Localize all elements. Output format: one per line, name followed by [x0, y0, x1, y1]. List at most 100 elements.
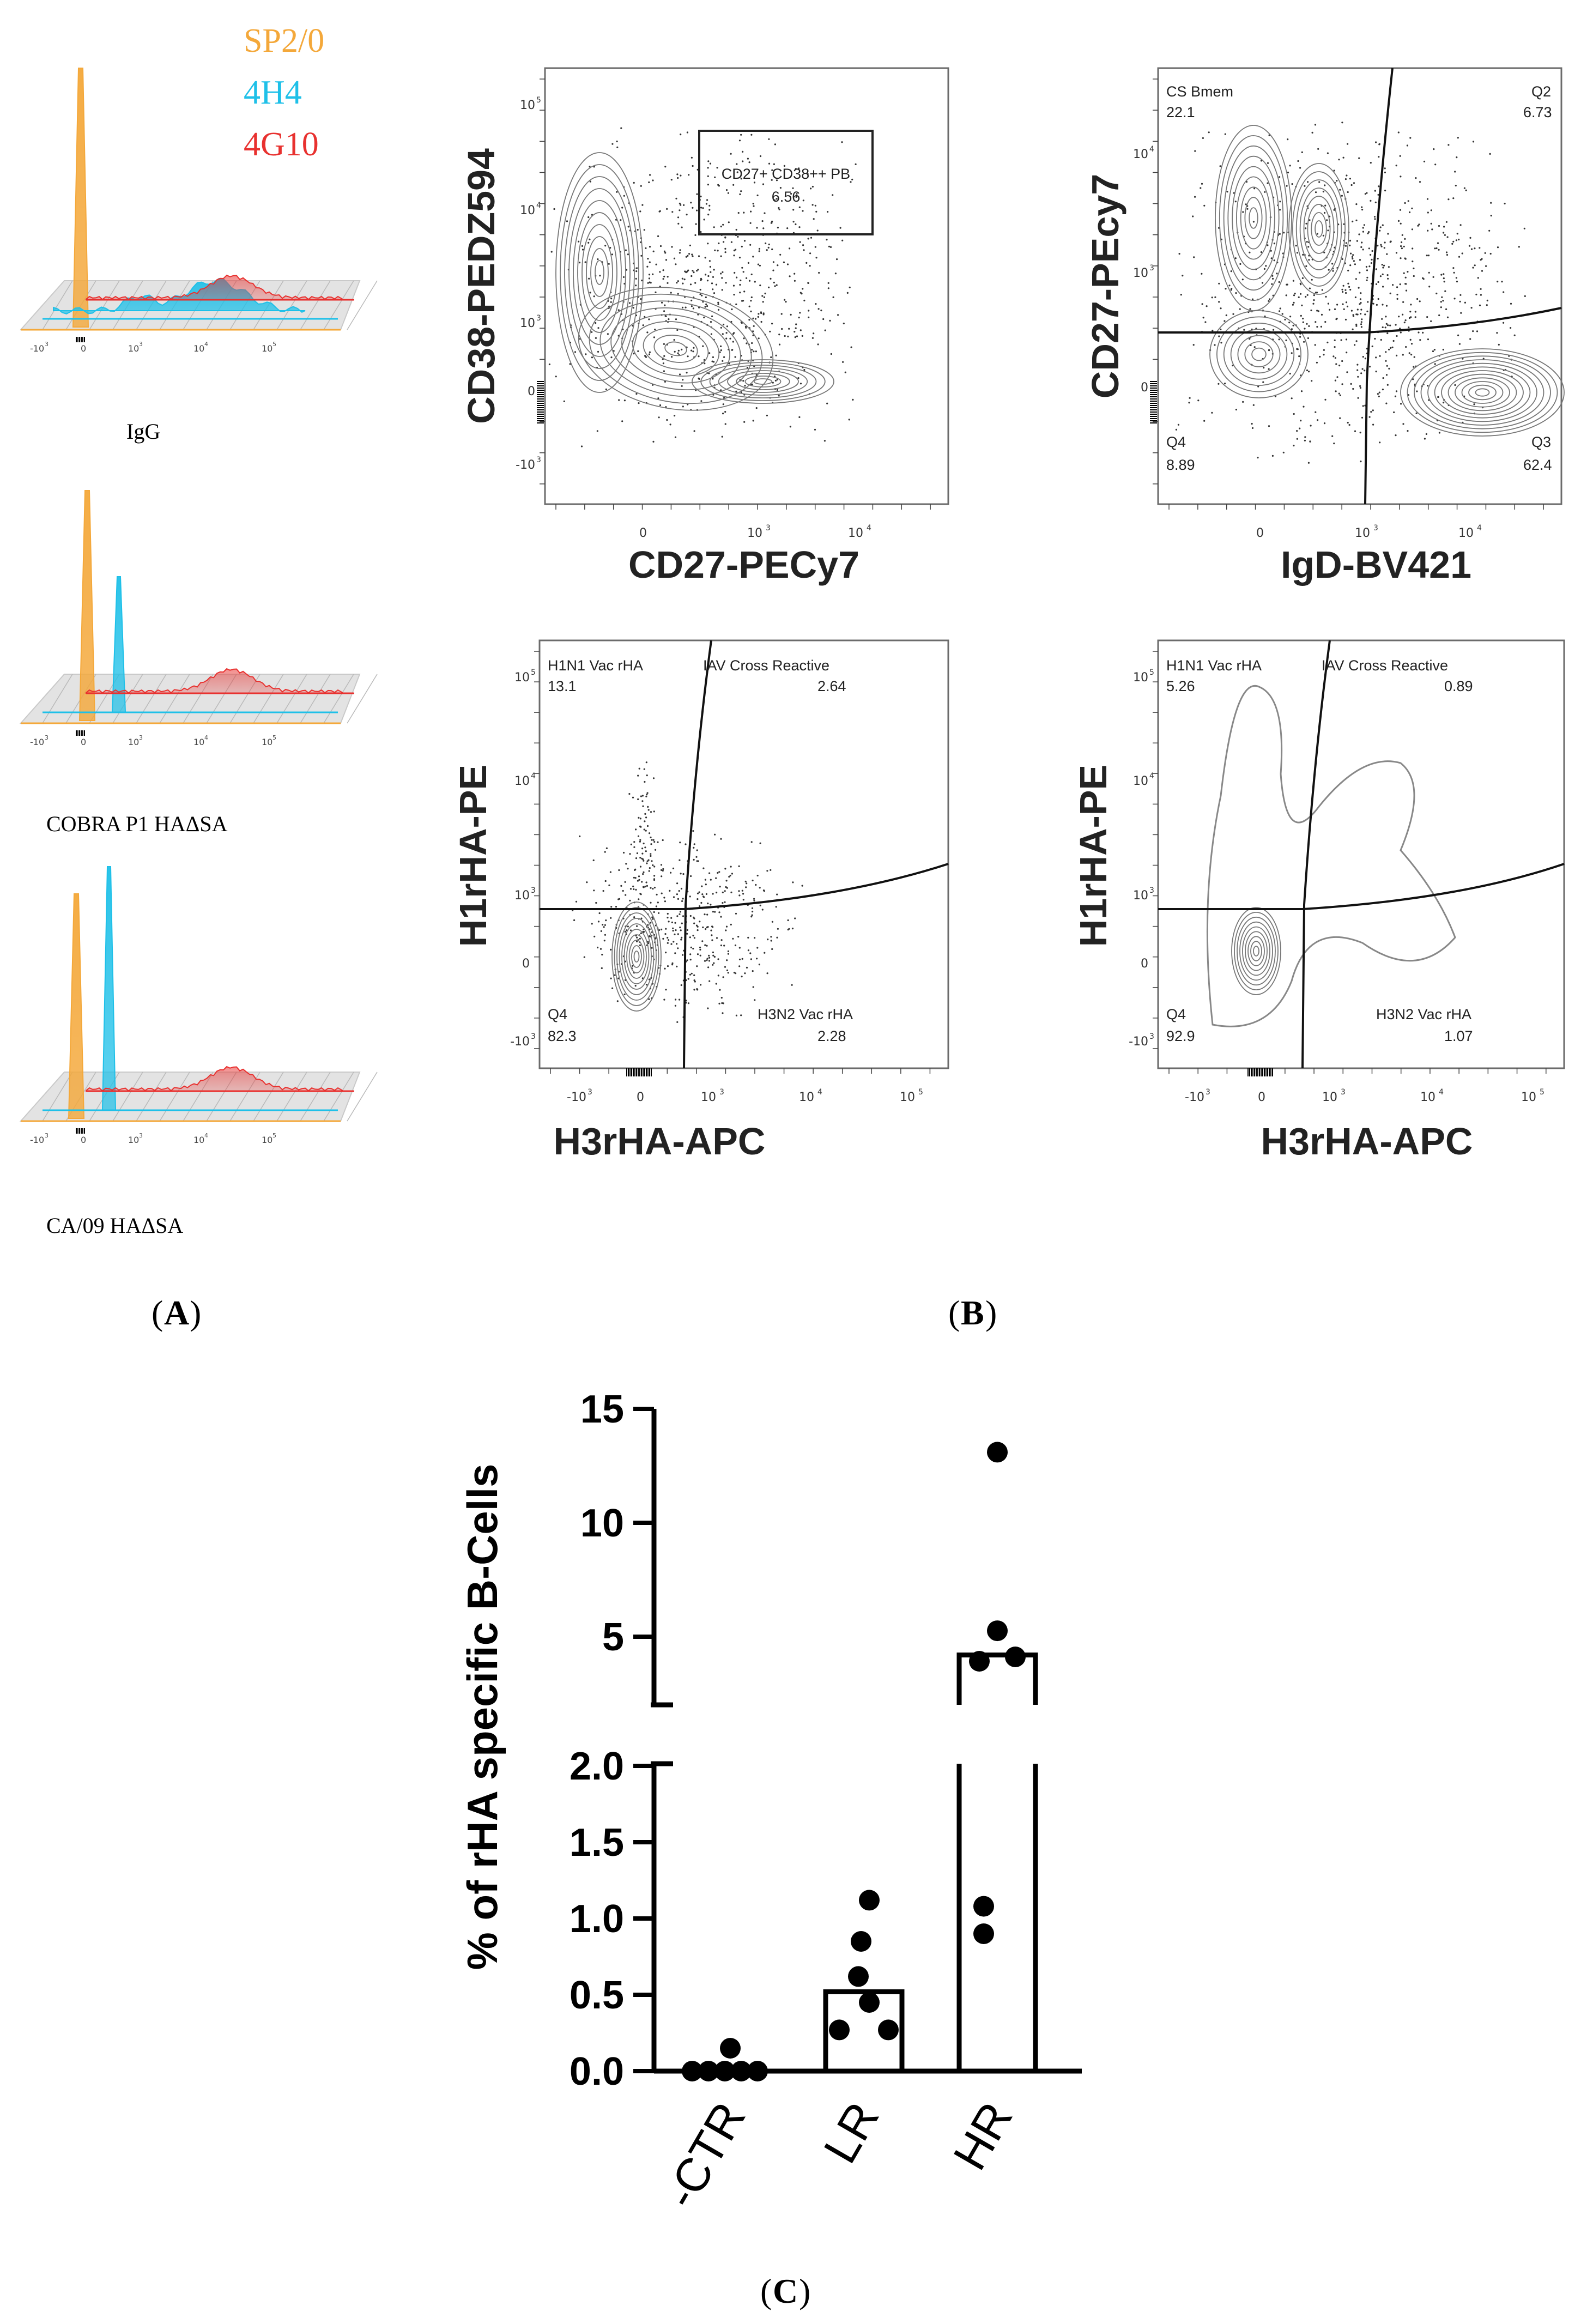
flow-plot-1-dot	[677, 280, 679, 282]
histogram-tick: 10	[262, 343, 272, 354]
flow-plot-2-contour	[1251, 347, 1267, 361]
flow-plot-1-dot	[589, 292, 591, 294]
flow-plot-3-dot	[682, 873, 685, 875]
flow-plot-3-dot	[663, 998, 665, 1001]
flow-plot-1-dot	[795, 327, 797, 329]
flow-plot-1-dot	[667, 276, 669, 278]
flow-plot-3-dot	[653, 878, 656, 880]
flow-plot-2-dot	[1498, 343, 1500, 346]
flow-plot-3-dot	[636, 852, 638, 855]
panel-b: 0 10 3 10 410 510 410 30-10 3 CD27+ CD38++ PB 6.…	[452, 67, 1565, 1332]
flow-plot-3-dot	[651, 839, 653, 841]
flow-plot-1-dot	[677, 349, 680, 352]
histogram-gridline	[300, 280, 331, 330]
flow-plot-1-dot	[809, 265, 811, 267]
data-point-hr	[987, 1442, 1008, 1463]
flow-plot-3-dot	[716, 937, 718, 939]
flow-plot-2-dot	[1308, 325, 1310, 328]
flow-ytick-exp: 3	[1149, 264, 1154, 273]
flow-plot-1-dot	[814, 204, 816, 207]
flow-plot-2-dot	[1396, 354, 1398, 357]
flow-plot-2-dot	[1310, 309, 1312, 312]
flow-plot-3-dot	[754, 937, 756, 939]
flow-plot-1-dot	[776, 198, 778, 200]
histogram-gridline	[136, 1072, 167, 1122]
flow-plot-3-dot	[604, 924, 606, 926]
flow-plot-1-dot	[813, 218, 815, 220]
flow-plot-1-dot	[677, 293, 679, 295]
flow-plot-1-dot	[620, 219, 622, 221]
flow-plot-2-dot	[1364, 193, 1366, 195]
flow-plot-1-dot	[775, 354, 777, 356]
flow-plot-1-dot	[566, 220, 568, 222]
flow-plot-2-dot	[1395, 165, 1397, 167]
flow-plot-2-dot	[1288, 322, 1291, 324]
flow-plot-1-contour	[564, 176, 635, 369]
flow-plot-3-dot	[670, 917, 673, 919]
flow-plot-2-dot	[1297, 160, 1299, 162]
flow-plot-1-contour	[718, 367, 808, 396]
flow-plot-1-dot	[712, 276, 714, 278]
flow-plot-3-dot	[664, 933, 667, 935]
histogram-gridline	[253, 1072, 284, 1122]
flow-plot-3-dot	[720, 916, 722, 918]
flow-plot-1-dot	[722, 360, 724, 362]
flow-plot-1-dot	[725, 332, 728, 334]
flow-plot-3-dot	[710, 879, 712, 881]
flow-plot-2-dot	[1267, 182, 1269, 184]
flow-xtick-exp: 3	[766, 524, 771, 532]
flow-plot-2-dot	[1364, 370, 1366, 372]
histogram-tick: 0	[81, 737, 86, 747]
flow-plot-2-dot	[1194, 196, 1196, 198]
flow-plot-2-dot	[1192, 215, 1194, 217]
flow-plot-1-dot	[827, 211, 829, 213]
flow-plot-1-dot	[706, 199, 708, 201]
flow-plot-2-dot	[1189, 397, 1191, 399]
flow-plot-2-dot	[1323, 349, 1325, 351]
flow-plot-2-dot	[1279, 209, 1281, 211]
flow-plot-2-dot	[1414, 311, 1416, 313]
flow-plot-2-dot	[1404, 202, 1406, 204]
flow-plot-3-dot	[752, 970, 754, 972]
flow-plot-3-dot	[711, 939, 713, 941]
flow-plot-3-dot	[726, 959, 728, 961]
panel-a: SP2/0 4H4 4G10 -10 3 0 10 3 10 4 10 5 IgG -10 3 0 1…	[19, 22, 378, 1332]
flow-plot-1-dot	[697, 269, 699, 271]
flow-plot-1-dot	[599, 275, 601, 277]
flow-plot-2-dot	[1307, 462, 1310, 464]
flow-plot-3-dot	[640, 932, 642, 934]
flow-plot-3-dot	[644, 780, 646, 783]
flow-plot-1-dot	[750, 310, 752, 313]
flow-ytick: -10	[510, 1035, 530, 1049]
flow-plot-2-dot	[1317, 310, 1319, 312]
flow-plot-3-dot	[647, 859, 650, 861]
flow-plot-1-dot	[649, 281, 651, 283]
flow-plot-1-dot	[725, 189, 728, 191]
flow-plot-2-dot	[1252, 221, 1255, 223]
flow-plot-1-dot	[802, 288, 804, 290]
flow-plot-3-dot	[690, 946, 692, 948]
flow-plot-3-dot	[685, 1002, 687, 1004]
flow-plot-2-dot	[1410, 316, 1412, 318]
flow-plot-3-dot	[710, 904, 712, 906]
flow-plot-1-dot	[635, 285, 637, 287]
flow-plot-2-dot	[1378, 391, 1380, 394]
flow-plot-2-dot	[1278, 338, 1280, 341]
flow-plot-2-dot	[1438, 432, 1440, 434]
flow-plot-1-dot	[774, 285, 776, 287]
flow-plot-1-dot	[680, 174, 682, 177]
flow-plot-2-dot	[1396, 298, 1398, 300]
flow-plot-1-dot	[668, 318, 670, 320]
flow-plot-2-dot	[1453, 271, 1455, 274]
flow-plot-2-dot	[1274, 395, 1276, 397]
flow-xtick-exp: 3	[587, 1088, 592, 1097]
flow-plot-1-dot	[682, 379, 684, 381]
flow-plot-3-dot	[713, 962, 715, 964]
flow-plot-1-dot	[794, 280, 796, 282]
flow-plot-3-dot	[706, 959, 708, 961]
flow-plot-2-dot	[1472, 330, 1474, 332]
flow-plot-2-dot	[1402, 313, 1404, 316]
flow-plot-3-dot	[756, 874, 759, 877]
flow-plot-3-dot	[696, 953, 699, 955]
flow-plot-1-dot	[789, 275, 791, 277]
